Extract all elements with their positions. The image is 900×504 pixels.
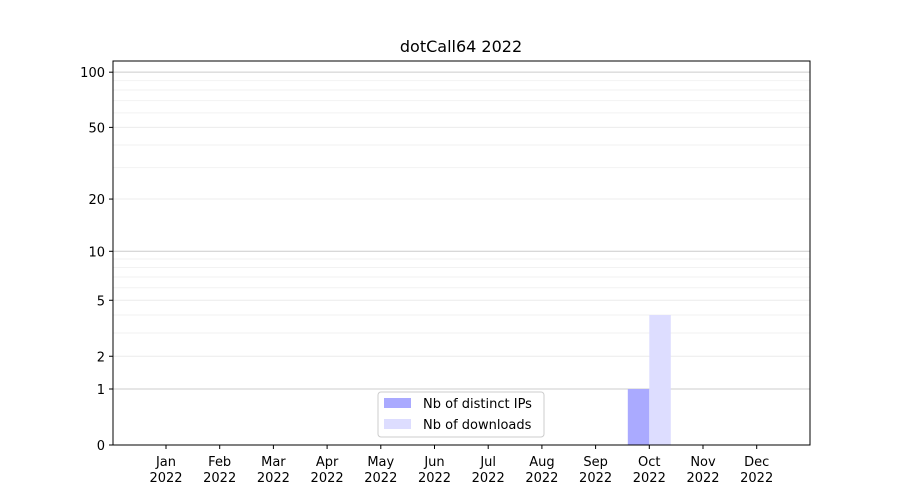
x-tick-label: Mar [261, 455, 286, 470]
x-tick-label: Nov [690, 455, 716, 470]
chart-title: dotCall64 2022 [400, 37, 522, 56]
x-tick-label: 2022 [740, 471, 773, 486]
legend: Nb of distinct IPs Nb of downloads [377, 391, 545, 438]
x-tick-label: Jul [479, 455, 496, 470]
x-tick-label: Apr [316, 455, 339, 470]
x-tick-label: 2022 [418, 471, 451, 486]
x-tick-label: Jun [423, 455, 444, 470]
x-tick-label: Dec [744, 455, 769, 470]
x-tick-label: 2022 [364, 471, 397, 486]
y-tick-label: 20 [88, 193, 105, 208]
bar-nb-of-distinct-ips [627, 389, 650, 445]
x-tick-label: 2022 [311, 471, 344, 486]
y-tick-label: 0 [97, 439, 105, 454]
x-tick-label: 2022 [579, 471, 612, 486]
legend-label: Nb of distinct IPs [423, 397, 532, 412]
y-tick-label: 1 [97, 383, 105, 398]
x-tick-label: Aug [529, 455, 554, 470]
y-tick-label: 50 [88, 121, 105, 136]
x-tick-label: 2022 [472, 471, 505, 486]
y-tick-label: 5 [97, 294, 105, 309]
legend-swatch [384, 398, 411, 408]
x-tick-label: 2022 [633, 471, 666, 486]
y-tick-label: 100 [80, 66, 105, 81]
x-tick-label: 2022 [257, 471, 290, 486]
y-tick-label: 2 [97, 350, 105, 365]
x-tick-label: Sep [583, 455, 608, 470]
x-tick-label: 2022 [203, 471, 236, 486]
x-tick-label: 2022 [149, 471, 182, 486]
legend-label: Nb of downloads [423, 418, 532, 433]
legend-box [377, 391, 545, 438]
x-tick-label: Jan [155, 455, 176, 470]
x-tick-label: May [367, 455, 394, 470]
legend-swatch [384, 419, 411, 429]
y-tick-label: 10 [88, 245, 105, 260]
x-tick-label: 2022 [525, 471, 558, 486]
plot-frame [112, 60, 811, 446]
bar-nb-of-downloads [649, 314, 671, 445]
x-tick-label: 2022 [686, 471, 719, 486]
x-tick-label: Feb [208, 455, 231, 470]
x-tick-label: Oct [638, 455, 660, 470]
